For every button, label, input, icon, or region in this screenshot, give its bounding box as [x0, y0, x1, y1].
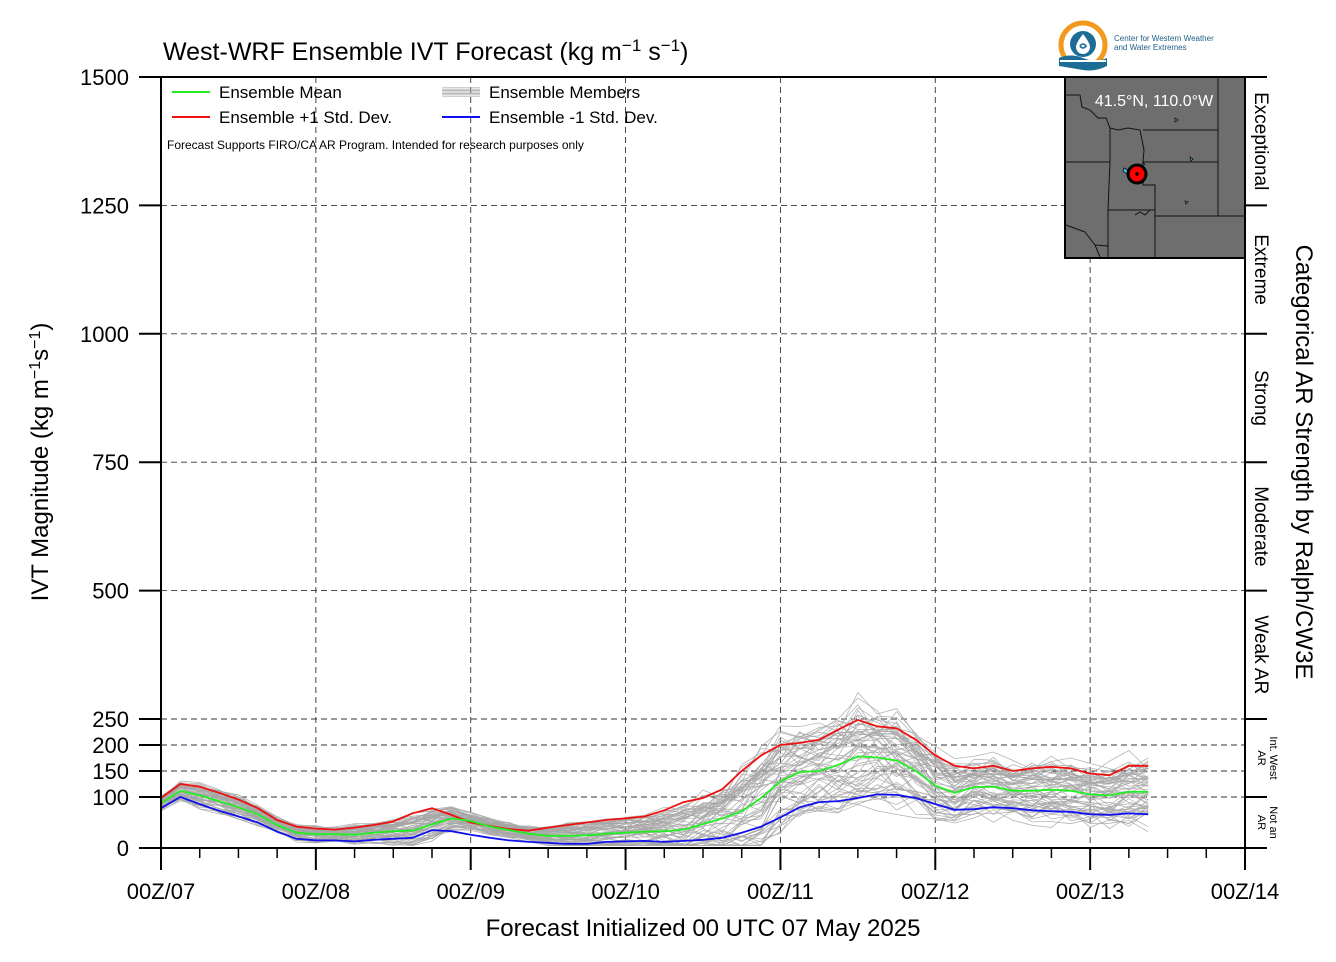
rivers [1134, 209, 1151, 216]
y-tick-label: 100 [92, 785, 129, 810]
legend-label: Ensemble Members [489, 83, 640, 102]
category-label-group: Extreme [1250, 234, 1271, 305]
member-line [160, 726, 1149, 835]
member-line [160, 762, 1149, 843]
x-tick-label: 00Z/14 [1211, 879, 1280, 904]
gridlines [161, 77, 1245, 848]
ensemble-mean-line [160, 755, 1149, 837]
ylabel-part: −1 [27, 330, 44, 348]
category-label-group: Strong [1250, 370, 1271, 426]
x-tick-label: 00Z/09 [436, 879, 505, 904]
y-tick-label: 0 [117, 836, 129, 861]
member-line [160, 703, 1149, 831]
y-axis-label: IVT Magnitude (kg m−1s−1) [27, 323, 54, 602]
disclaimer-text: Forecast Supports FIRO/CA AR Program. In… [167, 138, 584, 152]
ensemble-series [160, 719, 1149, 845]
category-label: AR [1255, 815, 1267, 830]
y-tick-label: 250 [92, 707, 129, 732]
member-line [160, 771, 1149, 845]
x-tick-label: 00Z/08 [282, 879, 351, 904]
ensemble-members [160, 691, 1149, 847]
legend-label: Ensemble -1 Std. Dev. [489, 108, 658, 127]
y-tick-label: 1000 [80, 322, 129, 347]
y-tick-label: 1500 [80, 65, 129, 90]
member-line [160, 781, 1149, 846]
member-line [160, 697, 1149, 831]
logo-swirl [1079, 43, 1088, 49]
category-label-group: Weak AR [1250, 615, 1271, 694]
ensemble-minus-std-line [160, 793, 1149, 845]
y-tick-label: 200 [92, 733, 129, 758]
logo-text-line2: and Water Extremes [1114, 43, 1187, 52]
category-label: Strong [1250, 370, 1271, 426]
member-line [160, 733, 1149, 833]
title-part: −1 [661, 36, 680, 55]
logo-wave-stripe [1060, 60, 1106, 62]
category-label: Weak AR [1250, 615, 1271, 694]
ylabel-part: −1 [27, 361, 44, 379]
chart-title: West-WRF Ensemble IVT Forecast (kg m−1 s… [163, 36, 688, 66]
logo-wave-band [1059, 55, 1107, 71]
legend: Ensemble Mean Ensemble +1 Std. Dev. Ensemb… [172, 83, 658, 127]
x-tick-label: 00Z/11 [747, 879, 814, 904]
x-axis-label: Forecast Initialized 00 UTC 07 May 2025 [486, 915, 921, 942]
inset-coordinates: 41.5°N, 110.0°W [1095, 93, 1214, 110]
title-part: West-WRF Ensemble IVT Forecast (kg m [163, 38, 622, 66]
member-line [160, 732, 1149, 837]
category-label-group: Moderate [1250, 486, 1271, 566]
category-label: Not an [1267, 806, 1279, 838]
cw3e-logo: Center for Western Weather and Water Ext… [1058, 20, 1214, 71]
y-tick-label: 500 [92, 579, 129, 604]
x-tick-label: 00Z/07 [127, 879, 196, 904]
location-marker-center [1135, 172, 1139, 176]
x-tick-label: 00Z/13 [1056, 879, 1125, 904]
logo-text-line1: Center for Western Weather [1114, 34, 1214, 43]
category-label: Extreme [1250, 234, 1271, 305]
legend-label: Ensemble +1 Std. Dev. [219, 108, 392, 127]
category-label-group: Exceptional [1250, 92, 1271, 190]
x-tick-label: 00Z/12 [901, 879, 970, 904]
category-label: Int. West [1267, 736, 1279, 779]
category-label: Exceptional [1250, 92, 1271, 190]
ylabel-part: ) [27, 323, 54, 331]
ylabel-part: IVT Magnitude (kg m [27, 379, 54, 601]
category-label: Moderate [1250, 486, 1271, 566]
ensemble-plus-std-line [160, 719, 1149, 832]
member-line [160, 765, 1149, 846]
title-part: ) [680, 38, 688, 66]
title-part: −1 [622, 36, 641, 55]
x-tick-label: 00Z/10 [591, 879, 660, 904]
inset-map: 41.5°N, 110.0°W [1064, 76, 1246, 259]
ylabel-part: s [27, 349, 54, 361]
y-tick-label: 150 [92, 759, 129, 784]
y-tick-label: 1250 [80, 193, 129, 218]
legend-label: Ensemble Mean [219, 83, 342, 102]
y-tick-label: 750 [92, 450, 129, 475]
category-label: AR [1255, 750, 1267, 765]
member-line [160, 791, 1149, 846]
right-axis-label: Categorical AR Strength by Ralph/CW3E [1290, 245, 1317, 680]
title-part: s [641, 38, 660, 66]
